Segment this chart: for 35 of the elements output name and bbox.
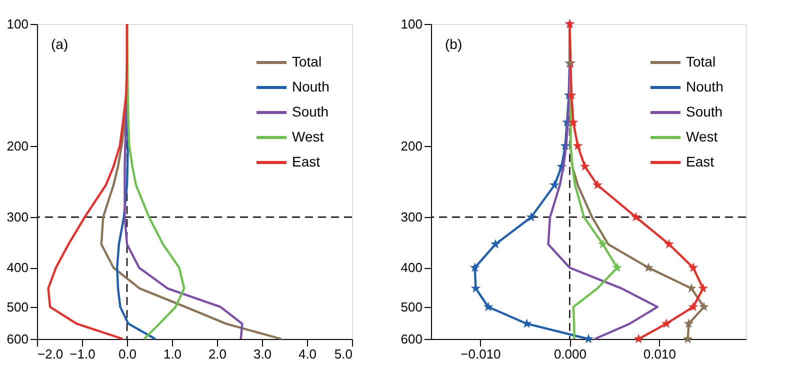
legend-label: South <box>686 104 723 120</box>
y-tick-label: 400 <box>6 260 28 276</box>
x-tick-label: 5.0 <box>334 346 352 362</box>
legend-label: South <box>292 104 329 120</box>
legend-label: Total <box>686 54 716 70</box>
y-tick-label: 600 <box>6 332 28 346</box>
annotation: (b) <box>445 36 462 52</box>
legend-label: East <box>686 154 714 170</box>
legend-label: Nouth <box>686 78 724 94</box>
y-tick-label: 100 <box>6 16 28 32</box>
y-tick-label: 200 <box>400 138 422 154</box>
legend-label: West <box>686 128 718 144</box>
y-tick-label: 500 <box>6 299 28 314</box>
legend-label: East <box>292 154 320 170</box>
x-tick-label: −2.0 <box>38 346 64 362</box>
y-tick-label: 200 <box>6 138 28 154</box>
x-tick-label: 0.0 <box>118 346 137 362</box>
legend-label: West <box>292 128 324 144</box>
x-tick-label: 4.0 <box>298 346 317 362</box>
y-tick-label: 100 <box>400 16 422 32</box>
legend-label: Nouth <box>292 78 330 94</box>
x-tick-label: 3.0 <box>253 346 272 362</box>
y-tick-label: 400 <box>400 260 422 276</box>
x-tick-label: 2.0 <box>208 346 227 362</box>
legend-label: Total <box>292 54 322 70</box>
y-tick-label: 500 <box>400 299 422 314</box>
x-tick-label: 0.000 <box>554 346 586 362</box>
y-tick-label: 300 <box>400 210 422 225</box>
y-tick-label: 300 <box>6 210 28 225</box>
y-tick-label: 600 <box>400 332 422 346</box>
x-tick-label: −0.010 <box>460 346 501 362</box>
x-tick-label: −1.0 <box>70 346 96 362</box>
annotation: (a) <box>51 36 68 52</box>
x-tick-label: 0.010 <box>643 346 676 362</box>
x-tick-label: 1.0 <box>163 346 182 362</box>
